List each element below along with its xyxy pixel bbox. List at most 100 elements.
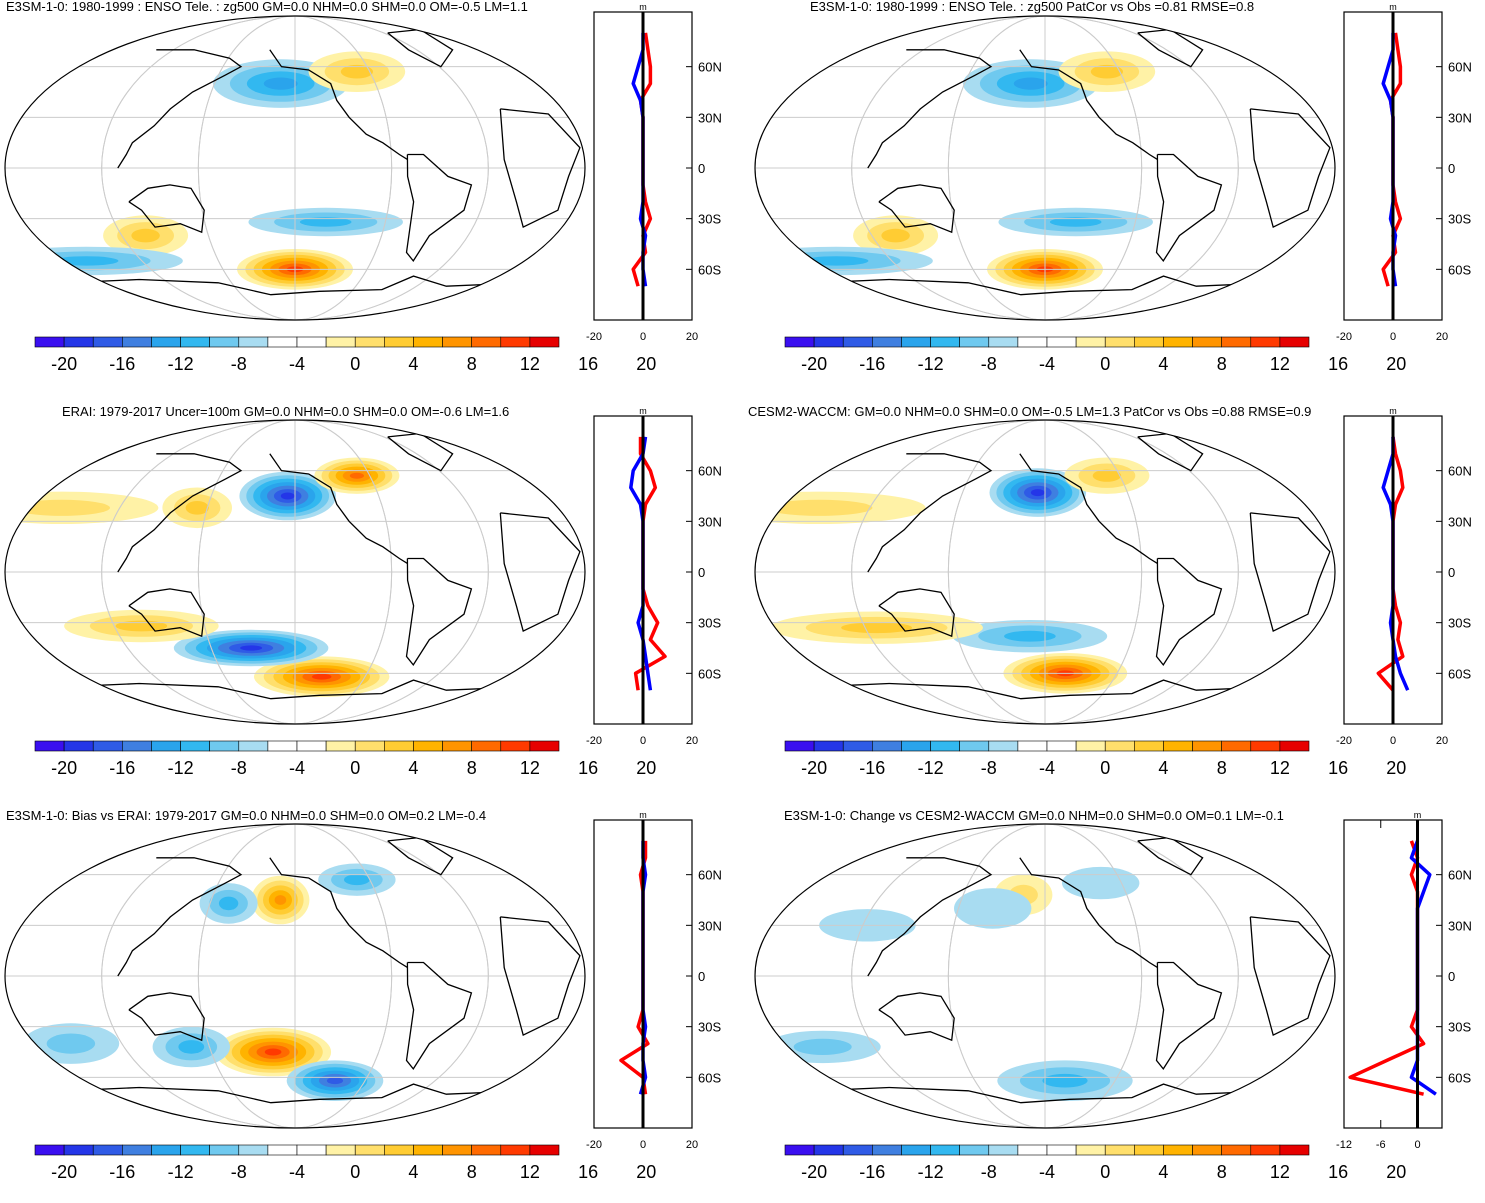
colorbar-label: -12 <box>168 758 194 778</box>
colorbar-swatch <box>989 741 1018 751</box>
zonal-unit: m <box>639 406 647 416</box>
colorbar-swatch <box>413 337 442 347</box>
lat-label: 30S <box>1448 212 1471 227</box>
colorbar-swatch <box>268 337 297 347</box>
field-contour <box>54 256 118 265</box>
field-contour <box>281 493 295 500</box>
lat-label: 0 <box>698 161 705 176</box>
colorbar-label: 4 <box>1158 758 1168 778</box>
colorbar-swatch <box>872 741 901 751</box>
colorbar-label: -16 <box>109 354 135 374</box>
colorbar-swatch <box>530 337 559 347</box>
colorbar-label: 20 <box>636 1162 656 1182</box>
colorbar-swatch <box>1105 741 1134 751</box>
colorbar-swatch <box>1193 1145 1222 1155</box>
colorbar-label: 16 <box>1328 354 1348 374</box>
colorbar-label: 20 <box>636 758 656 778</box>
colorbar-label: 20 <box>1386 758 1406 778</box>
colorbar-swatch <box>122 337 151 347</box>
colorbar-label: 0 <box>350 354 360 374</box>
colorbar-label: -4 <box>1039 758 1055 778</box>
colorbar-label: 16 <box>578 758 598 778</box>
colorbar-label: -8 <box>231 1162 247 1182</box>
colorbar-label: 20 <box>1386 354 1406 374</box>
lat-label: 60N <box>1448 60 1472 75</box>
colorbar-label: -4 <box>289 354 305 374</box>
colorbar-label: -8 <box>231 758 247 778</box>
lat-label: 30N <box>698 918 722 933</box>
colorbar-label: -12 <box>168 354 194 374</box>
colorbar-swatch <box>210 1145 239 1155</box>
field-contour <box>841 622 912 633</box>
colorbar-swatch <box>151 1145 180 1155</box>
zonal-unit: m <box>639 810 647 820</box>
colorbar-swatch <box>960 741 989 751</box>
zonal-unit: m <box>1414 810 1422 820</box>
field-contour <box>1062 867 1139 899</box>
colorbar-swatch <box>1134 741 1163 751</box>
lat-label: 60N <box>1448 464 1472 479</box>
colorbar-swatch <box>93 741 122 751</box>
zonal-line-red <box>1378 437 1403 690</box>
colorbar-swatch <box>413 1145 442 1155</box>
colorbar-swatch <box>1047 337 1076 347</box>
colorbar-label: 12 <box>1270 1162 1290 1182</box>
field-contour <box>47 1034 95 1054</box>
colorbar-swatch <box>181 337 210 347</box>
lat-label: 60S <box>1448 1070 1471 1085</box>
field-contour <box>275 895 287 905</box>
colorbar-label: -16 <box>859 758 885 778</box>
colorbar-swatch <box>35 337 64 347</box>
colorbar-swatch <box>901 741 930 751</box>
colorbar-label: -20 <box>801 758 827 778</box>
colorbar-label: 8 <box>467 1162 477 1182</box>
lat-label: 30N <box>1448 918 1472 933</box>
colorbar-label: -16 <box>859 1162 885 1182</box>
zonal-tick-label: 0 <box>640 1139 646 1151</box>
colorbar-swatch <box>960 337 989 347</box>
colorbar-label: -20 <box>51 758 77 778</box>
colorbar-label: 4 <box>408 1162 418 1182</box>
zonal-line-blue <box>631 437 651 690</box>
panel-p2: E3SM-1-0: 1980-1999 : ENSO Tele. : zg500… <box>750 0 1485 395</box>
colorbar-label: -4 <box>1039 1162 1055 1182</box>
panel-p4: CESM2-WACCM: GM=0.0 NHM=0.0 SHM=0.0 OM=-… <box>750 404 1485 799</box>
colorbar-swatch <box>1193 337 1222 347</box>
colorbar-label: 12 <box>520 1162 540 1182</box>
colorbar-label: -20 <box>51 354 77 374</box>
colorbar-swatch <box>122 741 151 751</box>
colorbar-swatch <box>297 337 326 347</box>
zonal-tick-label: 20 <box>686 735 698 747</box>
colorbar-label: 20 <box>636 354 656 374</box>
zonal-tick-label: 20 <box>686 1139 698 1151</box>
lat-label: 30S <box>1448 1020 1471 1035</box>
colorbar-swatch <box>443 337 472 347</box>
colorbar-label: 12 <box>1270 758 1290 778</box>
colorbar-swatch <box>1222 1145 1251 1155</box>
field-contour <box>350 473 364 479</box>
colorbar-label: -12 <box>918 354 944 374</box>
colorbar-swatch <box>872 1145 901 1155</box>
colorbar-swatch <box>239 1145 268 1155</box>
field-contour <box>1093 470 1121 482</box>
colorbar-label: 0 <box>1100 1162 1110 1182</box>
field-contour <box>1042 1074 1087 1088</box>
colorbar-swatch <box>1076 337 1105 347</box>
zonal-tick-label: -12 <box>1336 1139 1352 1151</box>
zonal-tick-label: -20 <box>1336 735 1352 747</box>
zonal-tick-label: 0 <box>1414 1139 1420 1151</box>
lat-label: 30N <box>698 514 722 529</box>
colorbar-swatch <box>151 741 180 751</box>
colorbar-swatch <box>384 337 413 347</box>
colorbar-label: -16 <box>859 354 885 374</box>
colorbar-swatch <box>960 1145 989 1155</box>
colorbar-swatch <box>181 1145 210 1155</box>
colorbar-swatch <box>35 741 64 751</box>
